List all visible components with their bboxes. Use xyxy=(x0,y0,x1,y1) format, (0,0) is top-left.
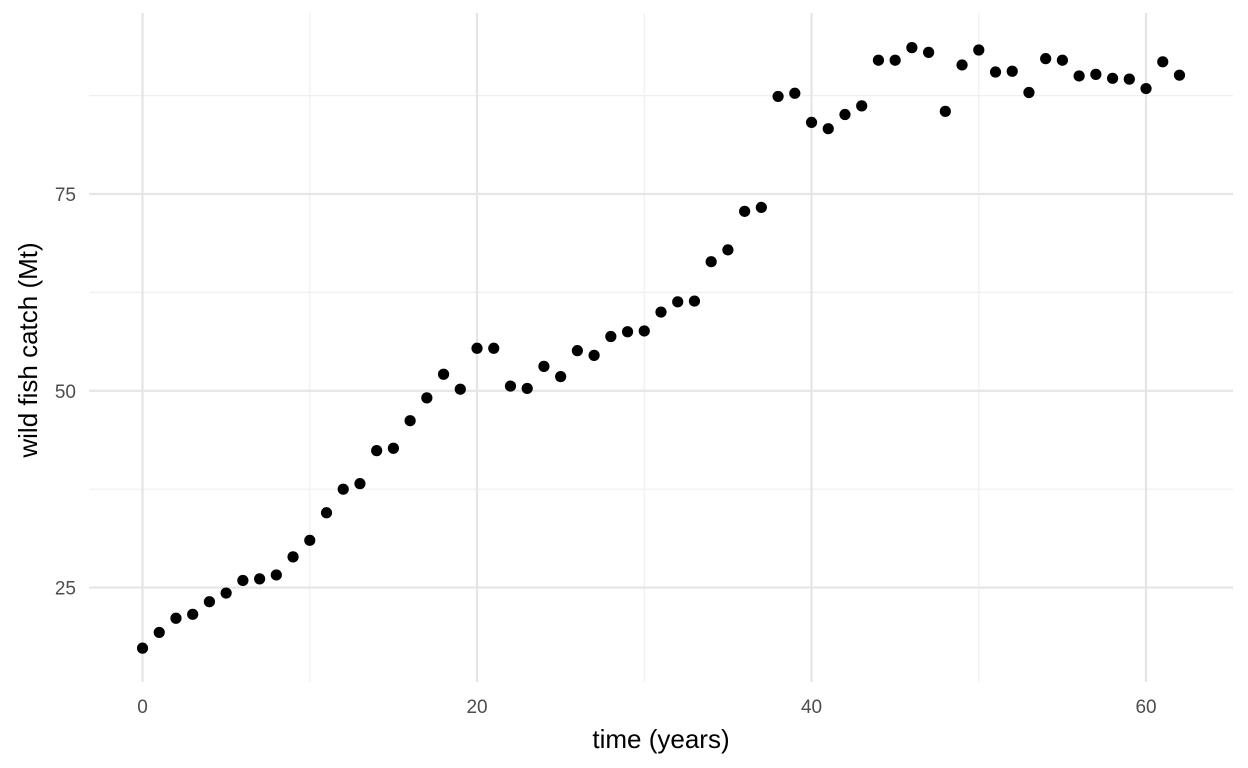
data-point xyxy=(638,325,650,337)
data-point xyxy=(1090,68,1102,80)
data-point xyxy=(454,383,466,395)
data-points xyxy=(136,42,1186,654)
data-point xyxy=(755,201,767,214)
data-point xyxy=(655,306,667,318)
data-point xyxy=(722,244,734,256)
data-point xyxy=(956,59,968,71)
data-point xyxy=(1140,82,1152,95)
x-tick-label: 0 xyxy=(137,697,148,718)
data-point xyxy=(856,100,868,112)
major-gridlines xyxy=(89,13,1233,682)
data-point xyxy=(304,534,316,546)
data-point xyxy=(1106,72,1119,84)
data-point xyxy=(1173,69,1186,81)
x-axis-tick-labels: 0 20 40 60 xyxy=(137,697,1156,718)
data-point xyxy=(170,612,182,624)
data-point xyxy=(889,54,901,66)
data-point xyxy=(320,507,333,519)
data-point xyxy=(805,116,818,129)
data-point xyxy=(789,87,801,99)
data-point xyxy=(1040,53,1052,65)
data-point xyxy=(437,368,450,380)
x-tick-label: 20 xyxy=(466,697,487,718)
data-point xyxy=(387,442,399,454)
data-point xyxy=(1056,54,1069,66)
data-point xyxy=(605,330,617,343)
data-point xyxy=(923,46,935,58)
data-point xyxy=(404,415,416,427)
minor-gridlines xyxy=(89,13,1233,682)
data-point xyxy=(739,205,751,217)
data-point xyxy=(220,587,232,599)
y-tick-label: 50 xyxy=(55,382,76,403)
data-point xyxy=(187,608,199,620)
data-point xyxy=(237,574,249,587)
data-point xyxy=(705,256,717,268)
y-tick-label: 25 xyxy=(55,579,76,600)
data-point xyxy=(471,342,483,354)
data-point xyxy=(270,569,282,581)
data-point xyxy=(839,108,851,121)
data-point xyxy=(1073,70,1085,82)
data-point xyxy=(136,642,149,654)
data-point xyxy=(571,345,583,357)
data-point xyxy=(989,66,1002,78)
data-point xyxy=(1006,65,1018,77)
data-point xyxy=(354,478,366,490)
data-point xyxy=(153,626,165,639)
data-point xyxy=(488,342,500,354)
data-point xyxy=(1023,86,1035,99)
data-point xyxy=(337,483,349,495)
x-tick-label: 40 xyxy=(801,697,822,718)
data-point xyxy=(504,380,517,392)
data-point xyxy=(872,54,885,66)
data-point xyxy=(287,551,299,563)
data-point xyxy=(1123,73,1135,85)
data-point xyxy=(1157,56,1169,68)
data-point xyxy=(521,382,533,395)
data-point xyxy=(371,445,383,457)
data-point xyxy=(939,105,951,117)
data-point xyxy=(203,596,216,608)
y-axis-tick-labels: 25 50 75 xyxy=(55,185,76,600)
data-point xyxy=(822,123,834,135)
data-point xyxy=(253,573,266,585)
data-point xyxy=(906,42,918,54)
data-point xyxy=(772,90,784,103)
data-point xyxy=(588,349,600,361)
data-point xyxy=(421,392,433,404)
data-point xyxy=(555,371,567,383)
data-point xyxy=(688,295,701,307)
y-tick-label: 75 xyxy=(55,185,76,206)
data-point xyxy=(621,326,634,338)
data-point xyxy=(672,296,684,308)
data-point xyxy=(973,44,985,56)
x-axis-title: time (years) xyxy=(592,724,729,754)
y-axis-title: wild fish catch (Mt) xyxy=(13,242,43,458)
x-tick-label: 60 xyxy=(1135,697,1156,718)
data-point xyxy=(538,360,550,372)
